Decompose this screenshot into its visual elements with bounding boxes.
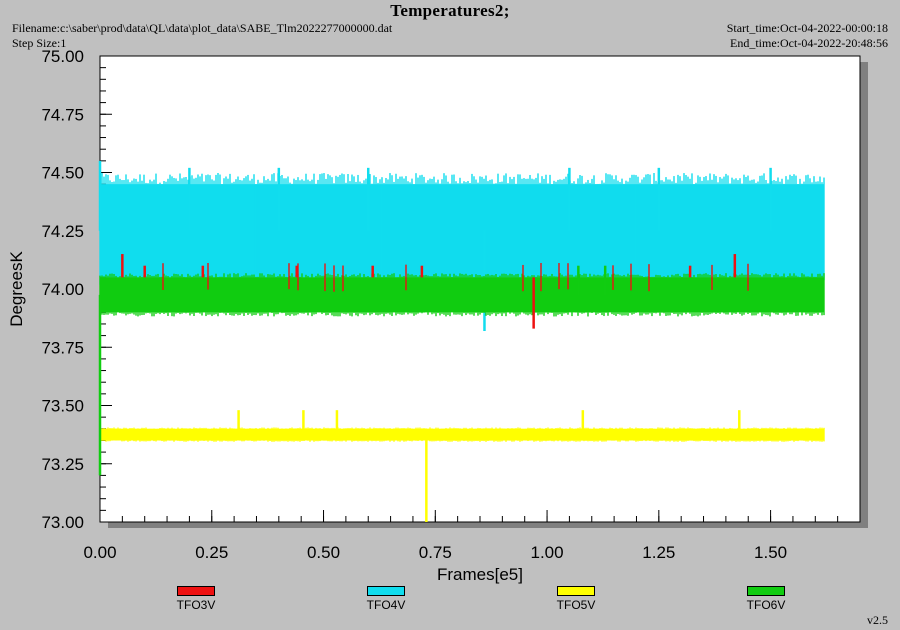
filename-label: Filename:c:\saber\prod\data\QL\data\plot… bbox=[12, 21, 393, 35]
x-tick-label: 0.50 bbox=[307, 543, 340, 562]
y-tick-label: 73.50 bbox=[41, 397, 84, 416]
series-tfo4v bbox=[98, 160, 825, 331]
legend-swatch-tfo3v bbox=[177, 586, 215, 596]
version-label: v2.5 bbox=[867, 613, 888, 627]
y-tick-label: 73.75 bbox=[41, 338, 84, 357]
y-axis-label: DegreesK bbox=[7, 251, 26, 327]
legend-label-tfo5v: TFO5V bbox=[556, 598, 596, 612]
series-tfo3v bbox=[121, 254, 749, 329]
y-tick-label: 73.25 bbox=[41, 455, 84, 474]
y-tick-label: 74.25 bbox=[41, 222, 84, 241]
legend-item-tfo3v: TFO3V bbox=[156, 586, 236, 612]
y-tick-label: 74.75 bbox=[41, 105, 84, 124]
x-tick-label: 0.75 bbox=[419, 543, 452, 562]
x-tick-label: 1.00 bbox=[531, 543, 564, 562]
legend-swatch-tfo5v bbox=[557, 586, 595, 596]
legend-item-tfo5v: TFO5V bbox=[536, 586, 616, 612]
legend-swatch-tfo4v bbox=[367, 586, 405, 596]
end-time-label: End_time:Oct-04-2022-20:48:56 bbox=[730, 36, 888, 50]
y-tick-label: 75.00 bbox=[41, 47, 84, 66]
legend-item-tfo4v: TFO4V bbox=[346, 586, 426, 612]
y-tick-label: 74.00 bbox=[41, 280, 84, 299]
legend-item-tfo6v: TFO6V bbox=[726, 586, 806, 612]
legend-label-tfo3v: TFO3V bbox=[176, 598, 216, 612]
y-tick-label: 73.00 bbox=[41, 513, 84, 532]
step-size-label: Step Size:1 bbox=[12, 36, 67, 50]
legend-label-tfo4v: TFO4V bbox=[366, 598, 406, 612]
start-time-label: Start_time:Oct-04-2022-00:00:18 bbox=[726, 21, 888, 35]
legend-swatch-tfo6v bbox=[747, 586, 785, 596]
x-tick-label: 0.25 bbox=[195, 543, 228, 562]
y-tick-label: 74.50 bbox=[41, 164, 84, 183]
chart-title: Temperatures2; bbox=[390, 1, 510, 20]
legend-label-tfo6v: TFO6V bbox=[746, 598, 786, 612]
x-tick-label: 0.00 bbox=[83, 543, 116, 562]
x-axis-label: Frames[e5] bbox=[437, 565, 523, 584]
x-tick-label: 1.50 bbox=[754, 543, 787, 562]
x-tick-label: 1.25 bbox=[642, 543, 675, 562]
